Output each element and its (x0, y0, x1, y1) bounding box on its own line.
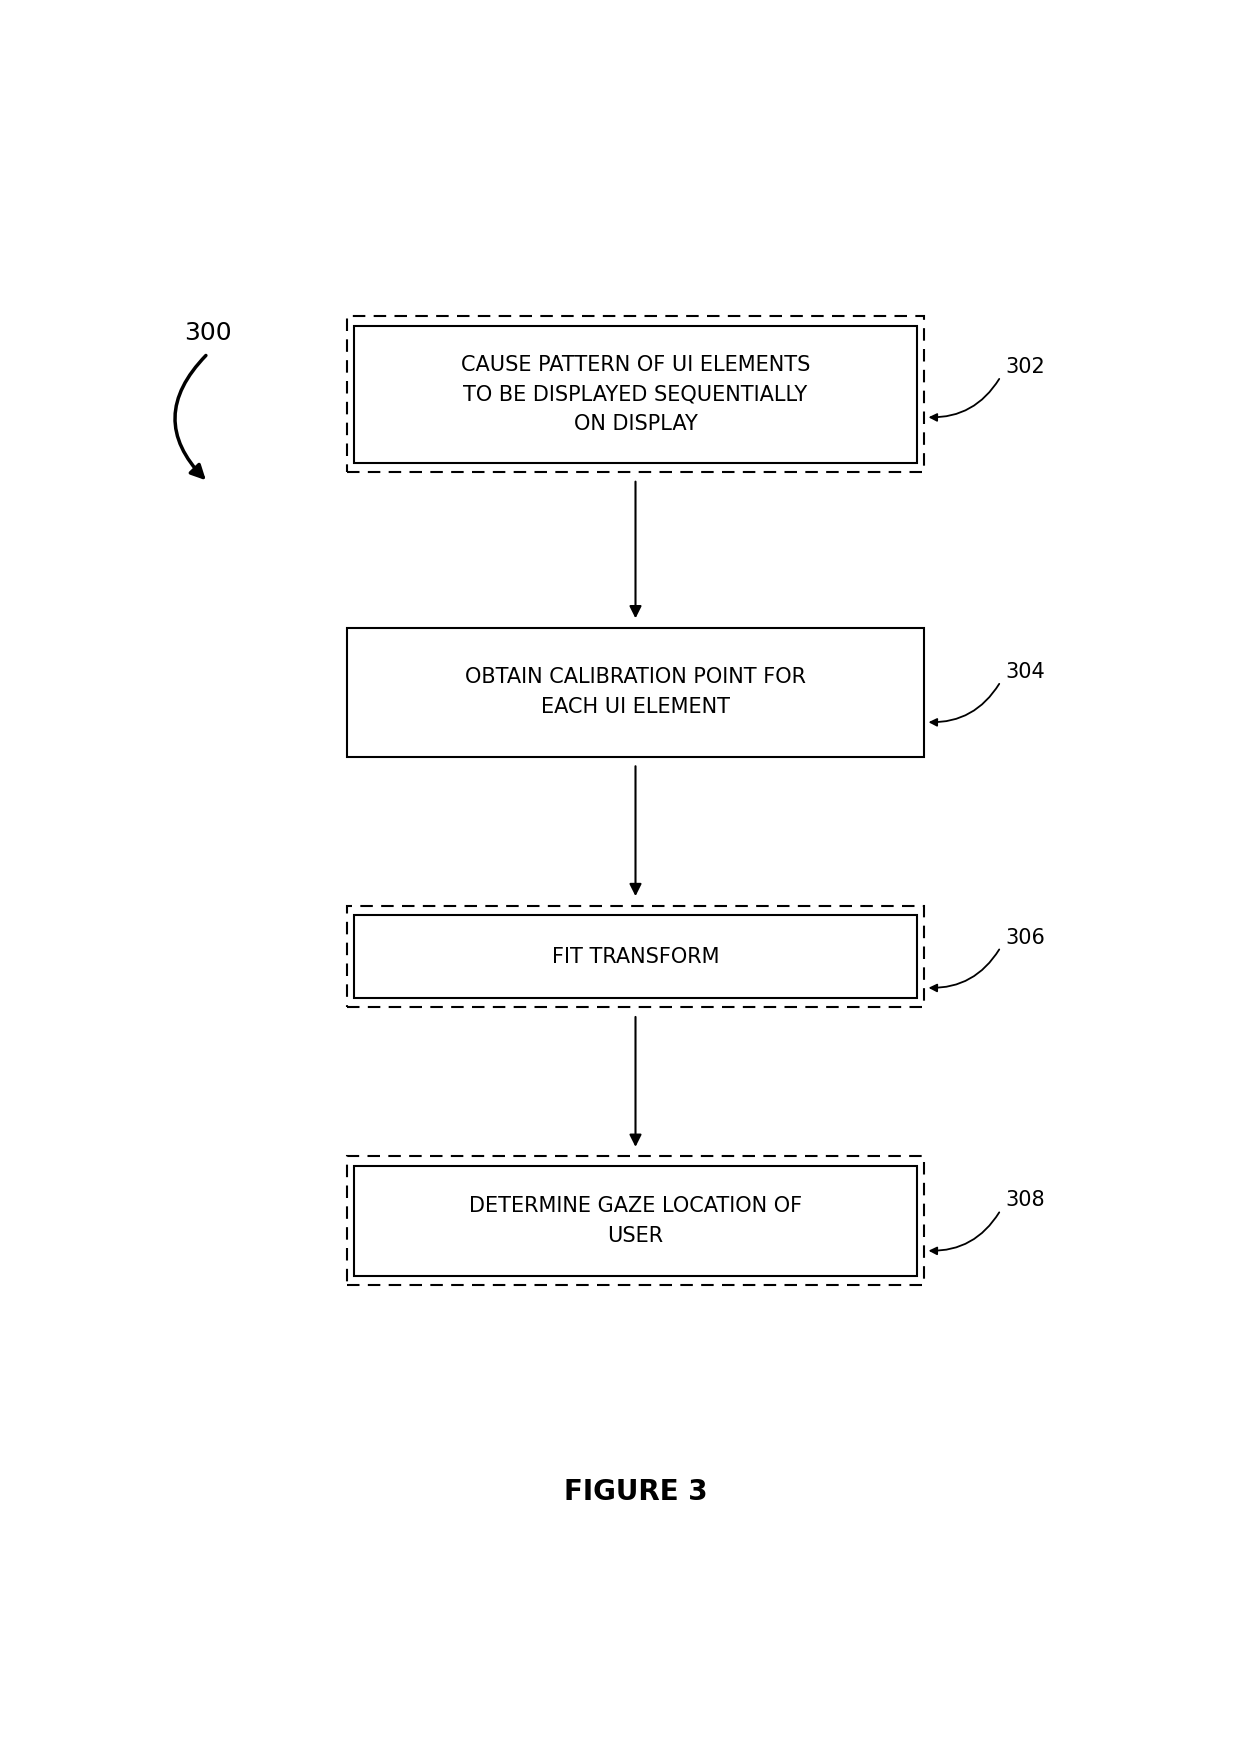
Text: FIT TRANSFORM: FIT TRANSFORM (552, 947, 719, 966)
Text: OBTAIN CALIBRATION POINT FOR
EACH UI ELEMENT: OBTAIN CALIBRATION POINT FOR EACH UI ELE… (465, 667, 806, 716)
Bar (347, 1156, 924, 1285)
Text: 302: 302 (1006, 357, 1045, 377)
Bar (347, 628, 924, 757)
Bar (347, 317, 924, 472)
Bar (353, 326, 918, 463)
Text: 306: 306 (1006, 928, 1045, 947)
Bar (347, 906, 924, 1007)
Text: CAUSE PATTERN OF UI ELEMENTS
TO BE DISPLAYED SEQUENTIALLY
ON DISPLAY: CAUSE PATTERN OF UI ELEMENTS TO BE DISPL… (461, 354, 810, 433)
Text: 300: 300 (184, 320, 232, 345)
Text: DETERMINE GAZE LOCATION OF
USER: DETERMINE GAZE LOCATION OF USER (469, 1197, 802, 1246)
Bar (353, 915, 918, 998)
Text: FIGURE 3: FIGURE 3 (564, 1478, 707, 1507)
Text: 308: 308 (1006, 1190, 1045, 1211)
Bar (353, 1165, 918, 1276)
Text: 304: 304 (1006, 662, 1045, 681)
